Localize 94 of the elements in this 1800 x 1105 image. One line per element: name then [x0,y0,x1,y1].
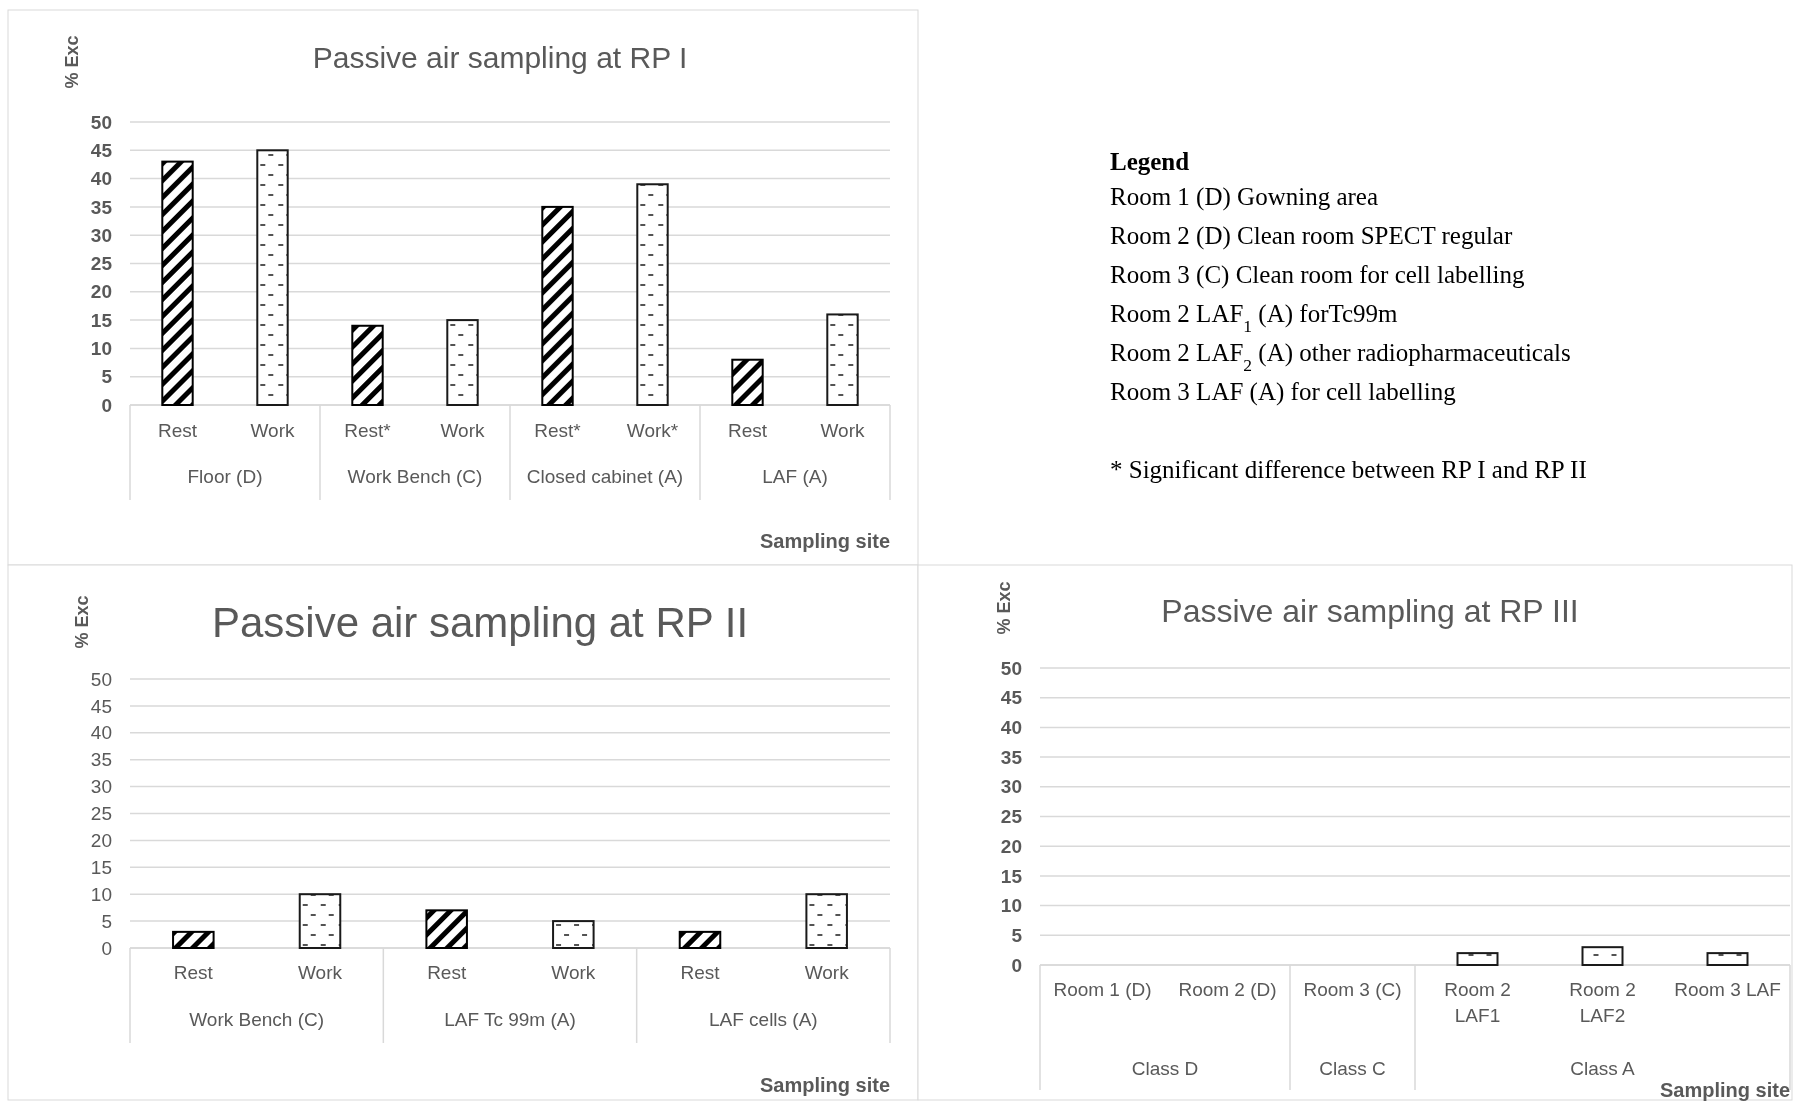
y-tick-label: 35 [1000,746,1023,768]
x-axis-title: Sampling site [759,530,890,552]
x-tick-label: Rest [680,962,721,983]
bar [256,149,289,406]
chart-title: Passive air sampling at RP II [211,599,749,646]
x-tick-label: Rest* [344,420,392,441]
bar [446,319,479,406]
text: LAF Tc 99m (A) [444,1009,576,1030]
y-tick-label: 40 [90,168,112,190]
bar [541,205,574,406]
y-tick-label: 10 [90,338,112,360]
x-tick-label: Room 2 (D) [1178,979,1277,1000]
text: Room 2 LAF$_{1}$ (A) forTc99m [1110,300,1399,336]
y-tick-label: 50 [1000,657,1022,679]
x-axis-title: Sampling site [1659,1079,1790,1101]
x-tick-label: Rest [427,962,467,983]
y-tick-label: 0 [101,937,112,959]
text: Work Bench (C) [189,1009,325,1030]
text: Room 3 LAF (A) for cell labelling [1110,378,1457,406]
y-tick-label: 15 [1000,865,1023,887]
y-tick-label: 25 [90,803,112,825]
bar [298,893,342,949]
x-tick-label: Rest [173,962,214,983]
text: Room 3 (C) Clean room for cell labelling [1110,261,1525,289]
x-tick-label: Work* [626,420,679,441]
text: LAF cells (A) [708,1009,818,1030]
x-tick-label: Work [250,420,295,441]
y-tick-label: 15 [90,856,112,878]
y-tick-label: 50 [90,111,112,133]
y-axis-title: % Exc [72,595,92,649]
bar [172,930,215,949]
text: LAF (A) [762,466,828,487]
y-axis-title: % Exc [62,35,82,89]
y-tick-label: 20 [1000,835,1022,857]
y-tick-label: 45 [1000,687,1023,709]
x-axis-title: Sampling site [759,1074,890,1096]
y-tick-label: 20 [90,281,112,303]
text: * Significant difference between RP I and RP II [1110,456,1587,483]
y-tick-label: 45 [90,695,112,717]
y-tick-label: 0 [101,394,112,416]
chart-title: Passive air sampling at RP I [312,41,688,74]
text: Room 2 (D) Clean room SPECT regular [1110,222,1513,250]
text: Floor (D) [187,466,263,487]
x-tick-label: Rest [157,420,198,441]
y-axis-title: % Exc [994,581,1014,635]
y-tick-label: 45 [90,139,113,161]
text: Room 1 (D) Gowning area [1110,183,1378,211]
text: Work Bench (C) [347,466,483,487]
bar [805,893,848,949]
x-tick-label: Room 3 (C) [1303,979,1402,1000]
y-tick-label: 30 [1000,776,1022,798]
y-tick-label: 35 [90,749,112,771]
x-tick-label: Work [820,420,865,441]
y-tick-label: 40 [1000,717,1022,739]
x-tick-label: Work [804,962,850,983]
y-tick-label: 30 [90,224,112,246]
x-tick-label: Room 2 LAF1 [1444,979,1511,1026]
y-tick-label: 40 [90,722,112,744]
bar [552,920,595,949]
y-tick-label: 35 [90,196,113,218]
x-tick-label: Room 1 (D) [1053,979,1152,1000]
bar [826,313,859,406]
bar [425,909,468,949]
bar [161,160,194,406]
text: Room 2 LAF$_{2}$ (A) other radiopharmaceuticals [1110,339,1571,375]
text: Class A [1570,1058,1636,1079]
y-tick-label: 5 [101,366,113,388]
y-tick-label: 5 [1011,924,1023,946]
x-tick-label: Rest [727,420,768,441]
y-tick-label: 20 [90,830,112,852]
bar [731,358,764,406]
x-tick-label: Room 3 LAF [1674,979,1781,1000]
y-tick-label: 50 [90,668,112,690]
y-tick-label: 15 [90,309,113,331]
x-tick-label: Work [551,962,596,983]
bar [636,183,669,406]
x-tick-label: Work [440,420,485,441]
y-tick-label: 25 [1000,806,1023,828]
y-tick-label: 10 [1000,895,1022,917]
y-tick-label: 30 [90,776,112,798]
bar [351,324,384,406]
y-tick-label: 0 [1011,954,1022,976]
x-tick-label: Rest* [534,420,582,441]
bar [678,930,722,949]
x-tick-label: Work [298,962,343,983]
y-tick-label: 25 [90,253,113,275]
y-tick-label: 10 [90,883,112,905]
y-tick-label: 5 [101,910,112,932]
x-tick-label: Room 2 LAF2 [1569,979,1636,1026]
text: Legend [1110,148,1190,175]
chart-title: Passive air sampling at RP III [1161,593,1579,629]
text: Class C [1319,1058,1386,1079]
text: Closed cabinet (A) [526,466,684,487]
text: Class D [1131,1058,1199,1079]
